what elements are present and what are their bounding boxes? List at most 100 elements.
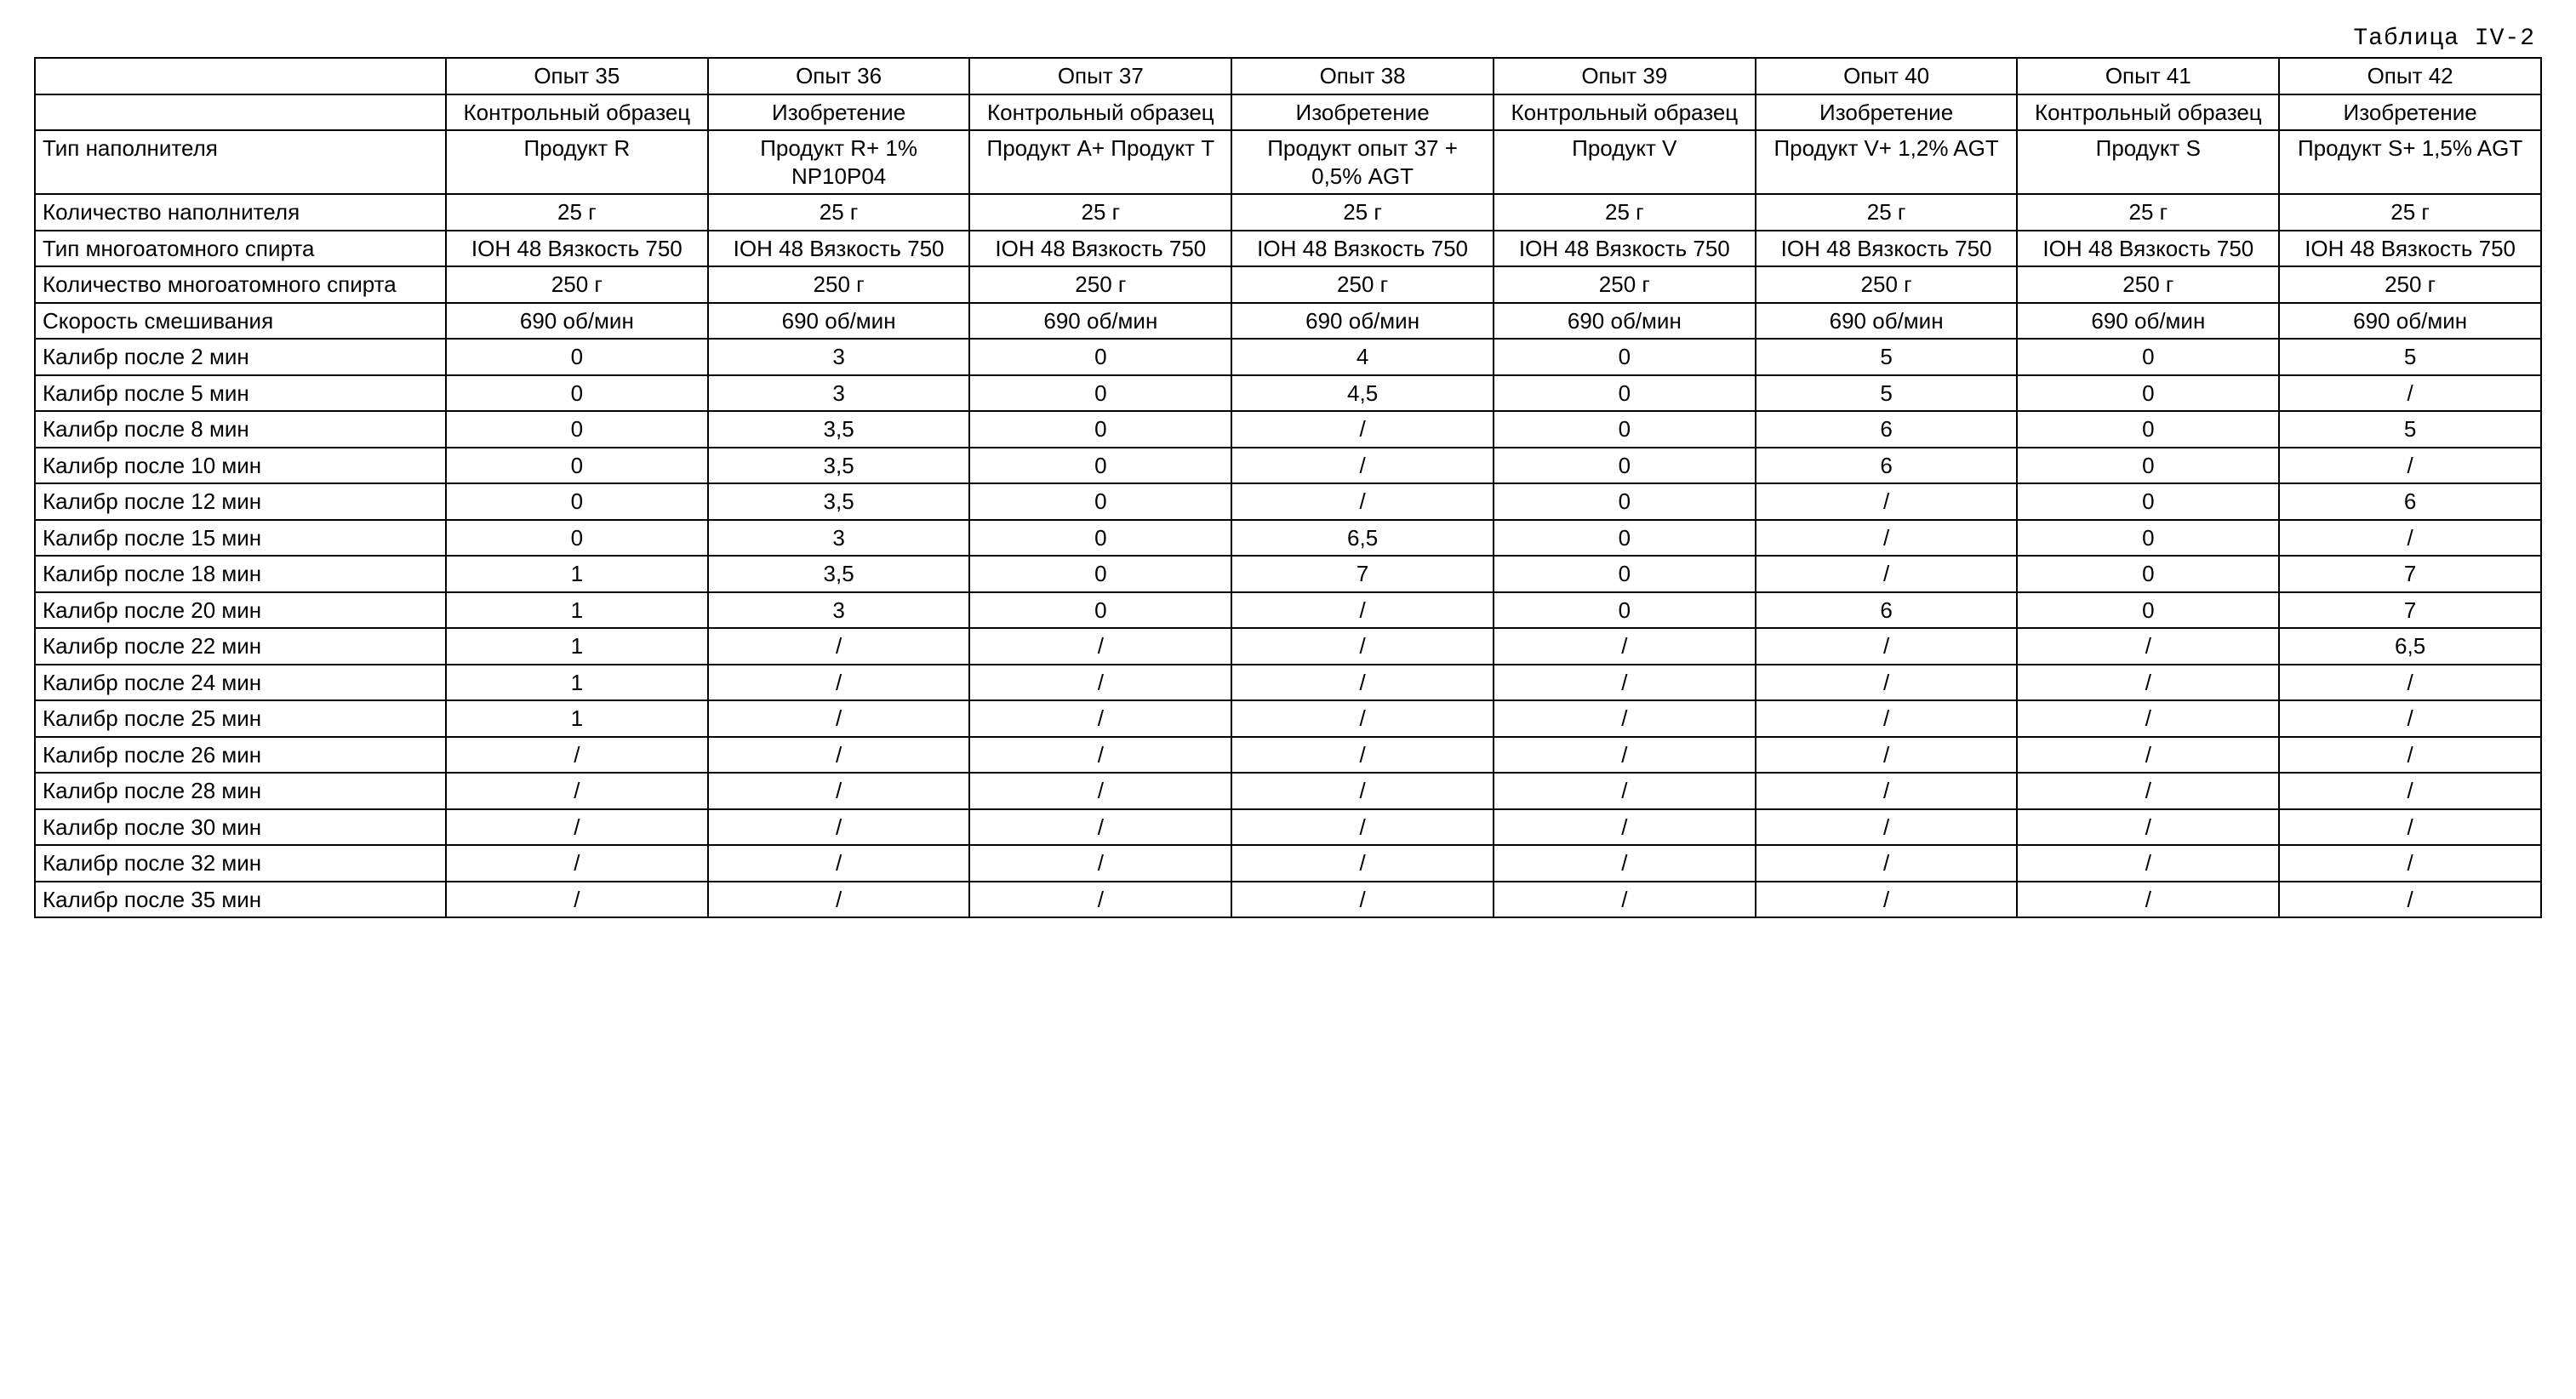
data-cell: 4 xyxy=(1231,339,1494,375)
table-caption: Таблица IV-2 xyxy=(34,26,2535,52)
data-cell: 0 xyxy=(969,592,1231,629)
data-cell: / xyxy=(2279,737,2541,774)
data-cell: / xyxy=(708,845,970,882)
data-cell: 0 xyxy=(969,520,1231,557)
data-cell: 0 xyxy=(2017,339,2279,375)
row-label-cell: Калибр после 20 мин xyxy=(35,592,446,629)
data-cell: / xyxy=(1231,483,1494,520)
data-cell: 0 xyxy=(446,520,708,557)
data-cell: 0 xyxy=(1494,592,1756,629)
data-cell: / xyxy=(1756,483,2018,520)
data-cell: / xyxy=(1231,411,1494,448)
data-cell: / xyxy=(708,665,970,701)
data-cell: / xyxy=(708,700,970,737)
data-cell: / xyxy=(1494,665,1756,701)
column-header-cell: Опыт 42 xyxy=(2279,58,2541,94)
data-cell: 0 xyxy=(2017,520,2279,557)
data-cell: / xyxy=(2017,845,2279,882)
data-cell: 0 xyxy=(2017,592,2279,629)
column-header-cell: Опыт 35 xyxy=(446,58,708,94)
table-row: Калибр после 2 мин03040505 xyxy=(35,339,2541,375)
data-cell: 0 xyxy=(969,483,1231,520)
data-cell: 25 г xyxy=(446,194,708,231)
row-label-cell: Скорость смешивания xyxy=(35,303,446,340)
table-row: Калибр после 35 мин//////// xyxy=(35,882,2541,918)
table-row: Калибр после 26 мин//////// xyxy=(35,737,2541,774)
column-header-cell: Изобретение xyxy=(1231,94,1494,131)
data-cell: / xyxy=(446,845,708,882)
data-cell: IOH 48 Вязкость 750 xyxy=(969,231,1231,267)
data-cell: / xyxy=(1494,882,1756,918)
table-row: Калибр после 15 мин0306,50/0/ xyxy=(35,520,2541,557)
row-label-cell: Количество многоатомного спирта xyxy=(35,266,446,303)
column-header-cell: Изобретение xyxy=(2279,94,2541,131)
data-cell: 0 xyxy=(1494,556,1756,592)
data-cell: 250 г xyxy=(446,266,708,303)
data-cell: / xyxy=(969,665,1231,701)
data-cell: Продукт V xyxy=(1494,130,1756,194)
data-cell: / xyxy=(1231,448,1494,484)
data-cell: / xyxy=(708,628,970,665)
data-cell: / xyxy=(1494,628,1756,665)
data-cell: / xyxy=(1231,809,1494,846)
data-cell: / xyxy=(1494,737,1756,774)
data-cell: 250 г xyxy=(708,266,970,303)
data-cell: / xyxy=(1231,882,1494,918)
data-cell: 7 xyxy=(1231,556,1494,592)
data-cell: 250 г xyxy=(2017,266,2279,303)
data-cell: IOH 48 Вязкость 750 xyxy=(1231,231,1494,267)
header-label-cell xyxy=(35,94,446,131)
data-cell: / xyxy=(969,773,1231,809)
row-label-cell: Количество наполнителя xyxy=(35,194,446,231)
data-cell: / xyxy=(1494,809,1756,846)
data-cell: / xyxy=(708,809,970,846)
data-cell: / xyxy=(1756,882,2018,918)
data-cell: 0 xyxy=(1494,375,1756,412)
data-cell: IOH 48 Вязкость 750 xyxy=(1756,231,2018,267)
data-cell: 25 г xyxy=(2017,194,2279,231)
data-cell: / xyxy=(2279,882,2541,918)
column-header-cell: Опыт 37 xyxy=(969,58,1231,94)
data-cell: 3,5 xyxy=(708,411,970,448)
table-row: Калибр после 18 мин13,5070/07 xyxy=(35,556,2541,592)
data-cell: IOH 48 Вязкость 750 xyxy=(446,231,708,267)
data-cell: 6 xyxy=(1756,448,2018,484)
data-cell: 25 г xyxy=(708,194,970,231)
data-cell: 0 xyxy=(2017,483,2279,520)
data-cell: 3 xyxy=(708,375,970,412)
data-cell: 0 xyxy=(446,411,708,448)
data-cell: / xyxy=(1231,773,1494,809)
column-header-cell: Опыт 41 xyxy=(2017,58,2279,94)
column-header-cell: Опыт 36 xyxy=(708,58,970,94)
data-cell: 0 xyxy=(1494,448,1756,484)
data-cell: / xyxy=(1756,700,2018,737)
data-cell: / xyxy=(969,737,1231,774)
data-cell: 5 xyxy=(2279,339,2541,375)
row-label-cell: Калибр после 10 мин xyxy=(35,448,446,484)
row-label-cell: Калибр после 25 мин xyxy=(35,700,446,737)
data-cell: 690 об/мин xyxy=(1756,303,2018,340)
row-label-cell: Калибр после 5 мин xyxy=(35,375,446,412)
data-cell: 690 об/мин xyxy=(2017,303,2279,340)
row-label-cell: Калибр после 35 мин xyxy=(35,882,446,918)
data-cell: / xyxy=(2017,665,2279,701)
data-cell: / xyxy=(969,882,1231,918)
row-label-cell: Калибр после 12 мин xyxy=(35,483,446,520)
row-label-cell: Калибр после 32 мин xyxy=(35,845,446,882)
column-header-cell: Контрольный образец xyxy=(446,94,708,131)
data-cell: / xyxy=(2017,882,2279,918)
data-cell: 25 г xyxy=(969,194,1231,231)
data-cell: 0 xyxy=(2017,411,2279,448)
data-cell: / xyxy=(1231,665,1494,701)
data-cell: / xyxy=(2017,773,2279,809)
row-label-cell: Калибр после 15 мин xyxy=(35,520,446,557)
data-cell: Продукт V+ 1,2% AGT xyxy=(1756,130,2018,194)
row-label-cell: Тип многоатомного спирта xyxy=(35,231,446,267)
row-label-cell: Тип наполнителя xyxy=(35,130,446,194)
data-cell: 250 г xyxy=(1756,266,2018,303)
table-row: Скорость смешивания690 об/мин690 об/мин6… xyxy=(35,303,2541,340)
data-cell: 25 г xyxy=(1494,194,1756,231)
data-cell: 6 xyxy=(1756,411,2018,448)
data-cell: 0 xyxy=(1494,339,1756,375)
data-cell: IOH 48 Вязкость 750 xyxy=(1494,231,1756,267)
